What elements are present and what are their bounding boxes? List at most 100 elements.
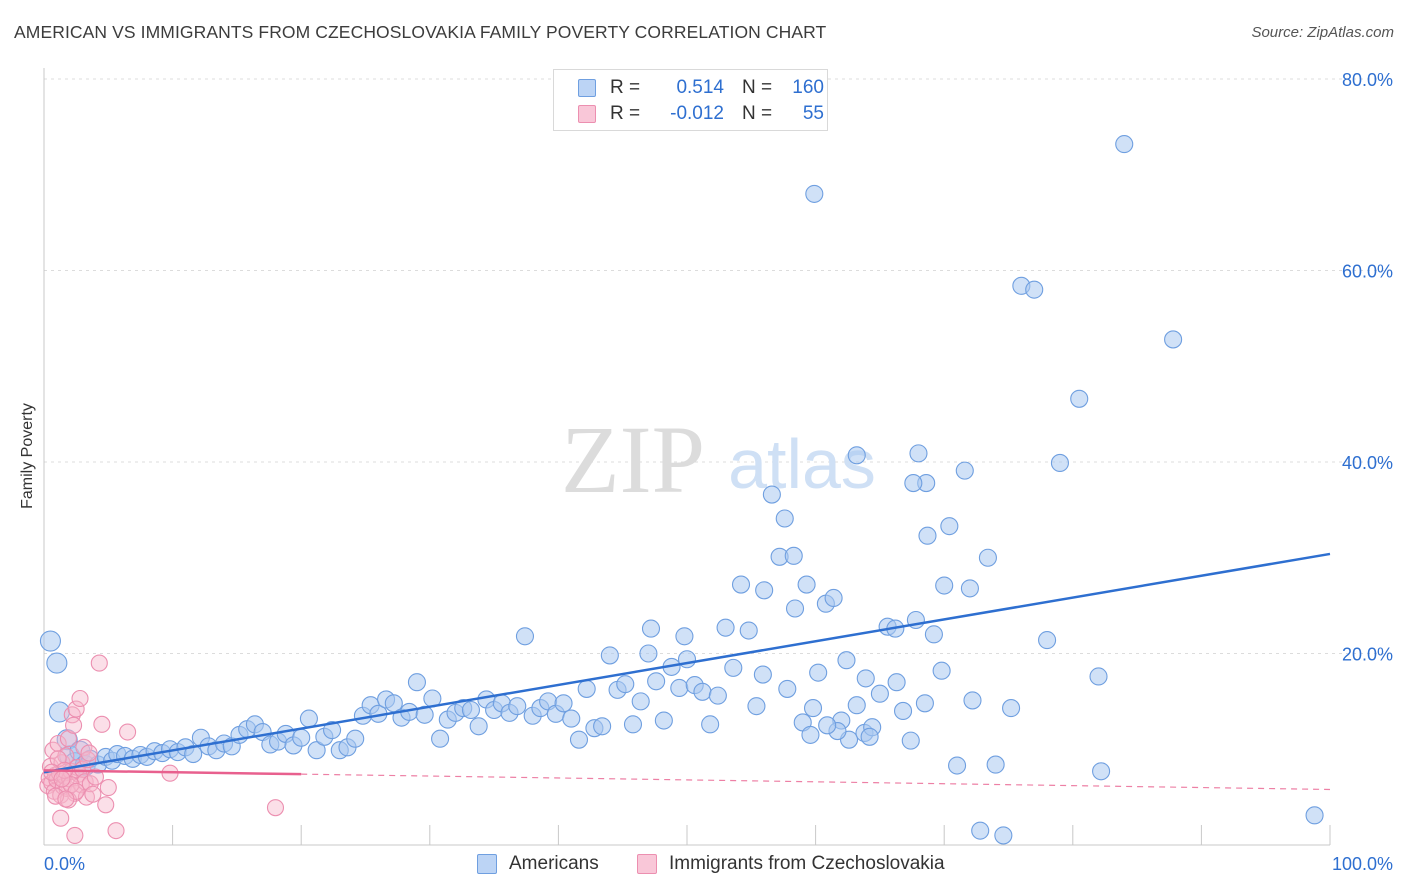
americans-point xyxy=(784,546,803,565)
americans-point xyxy=(675,627,694,646)
americans-point xyxy=(915,694,934,713)
americans-point xyxy=(955,461,974,480)
n-label: N = xyxy=(742,103,773,124)
americans-point xyxy=(963,691,982,710)
americans-point xyxy=(994,826,1013,845)
americans-point xyxy=(1038,631,1057,650)
americans-point xyxy=(809,663,828,682)
czech-point xyxy=(80,744,98,762)
americans-point xyxy=(292,728,311,747)
americans-point xyxy=(785,599,805,618)
americans-point xyxy=(46,652,68,674)
source-label: Source: ZipAtlas.com xyxy=(1251,24,1394,41)
americans-point xyxy=(818,716,837,735)
y-tick-label: 40.0% xyxy=(1342,453,1393,473)
czech-r-value: -0.012 xyxy=(670,103,724,124)
americans-point xyxy=(901,731,920,750)
legend-row-americans: R = 0.514 N = 160 xyxy=(578,76,824,100)
gridlines xyxy=(44,78,1392,654)
americans-point xyxy=(775,509,794,528)
y-tick-label: 80.0% xyxy=(1342,70,1393,90)
americans-point xyxy=(924,625,943,644)
americans-point xyxy=(515,627,535,646)
legend-item-czech[interactable]: Immigrants from Czechoslovakia xyxy=(637,853,945,875)
r-label: R = xyxy=(610,103,641,124)
americans-point xyxy=(724,658,743,677)
czech-point xyxy=(57,790,75,808)
czech-point xyxy=(47,787,65,805)
americans-point xyxy=(577,679,596,698)
czech-point xyxy=(65,716,83,734)
czech-swatch xyxy=(578,105,596,123)
americans-point xyxy=(847,696,866,715)
x-tick-label: 100.0% xyxy=(1332,854,1393,874)
americans-point xyxy=(1092,762,1111,781)
americans-points xyxy=(39,135,1324,845)
americans-point xyxy=(415,705,434,724)
stats-legend: R = 0.514 N = 160 R = -0.012 N = 55 xyxy=(553,69,828,131)
americans-point xyxy=(747,697,766,716)
americans-point xyxy=(755,581,774,600)
americans-point xyxy=(801,725,820,744)
czech-point xyxy=(71,689,89,708)
czech-point xyxy=(84,785,102,803)
americans-point xyxy=(1164,330,1183,349)
n-label: N = xyxy=(742,77,773,98)
czech-point xyxy=(86,768,104,786)
legend-item-americans[interactable]: Americans xyxy=(477,853,599,875)
americans-point xyxy=(978,548,997,567)
czech-point xyxy=(53,770,71,788)
americans-point xyxy=(562,709,581,728)
americans-point xyxy=(805,184,824,203)
americans-point xyxy=(797,575,816,594)
americans-point xyxy=(837,651,856,670)
americans-point xyxy=(600,646,619,665)
americans-point xyxy=(887,673,906,692)
americans-point xyxy=(299,709,318,728)
czech-point xyxy=(66,826,84,844)
tick-labels: 20.0% 40.0% 60.0% 80.0% 0.0% 100.0% xyxy=(44,70,1393,874)
americans-point xyxy=(753,665,772,684)
americans-swatch xyxy=(578,79,596,97)
czech-point xyxy=(99,778,117,797)
americans-point xyxy=(731,575,751,594)
americans-legend-label: Americans xyxy=(509,853,599,874)
axes xyxy=(43,68,1331,846)
americans-point xyxy=(701,715,720,734)
americans-point xyxy=(716,618,735,637)
americans-point xyxy=(469,717,488,736)
americans-point xyxy=(323,721,342,740)
watermark: ZIP atlas xyxy=(561,406,876,513)
americans-point xyxy=(639,644,658,663)
americans-point xyxy=(641,619,661,638)
americans-point xyxy=(39,630,61,652)
americans-point xyxy=(647,672,666,691)
americans-point xyxy=(569,730,589,749)
americans-n-value: 160 xyxy=(792,77,824,98)
czech-point xyxy=(67,700,85,718)
chart-title: AMERICAN VS IMMIGRANTS FROM CZECHOSLOVAK… xyxy=(14,22,827,42)
americans-point xyxy=(932,661,951,680)
americans-point xyxy=(824,588,843,608)
czech-point xyxy=(119,723,137,741)
czech-point xyxy=(266,799,285,817)
czech-point xyxy=(90,654,108,672)
watermark-atlas: atlas xyxy=(728,425,876,503)
americans-point xyxy=(960,579,979,598)
americans-point xyxy=(654,711,673,730)
americans-point xyxy=(508,697,527,716)
americans-point xyxy=(856,669,875,688)
americans-point xyxy=(909,444,928,463)
czech-legend-label: Immigrants from Czechoslovakia xyxy=(669,853,945,874)
americans-point xyxy=(631,692,650,711)
czech-n-value: 55 xyxy=(802,103,824,124)
americans-point xyxy=(554,694,573,713)
watermark-zip: ZIP xyxy=(561,406,705,513)
americans-point xyxy=(708,686,727,705)
americans-point xyxy=(1025,280,1044,299)
americans-point xyxy=(407,673,426,692)
americans-point xyxy=(948,756,967,775)
americans-point xyxy=(346,729,365,748)
americans-point xyxy=(778,679,797,698)
